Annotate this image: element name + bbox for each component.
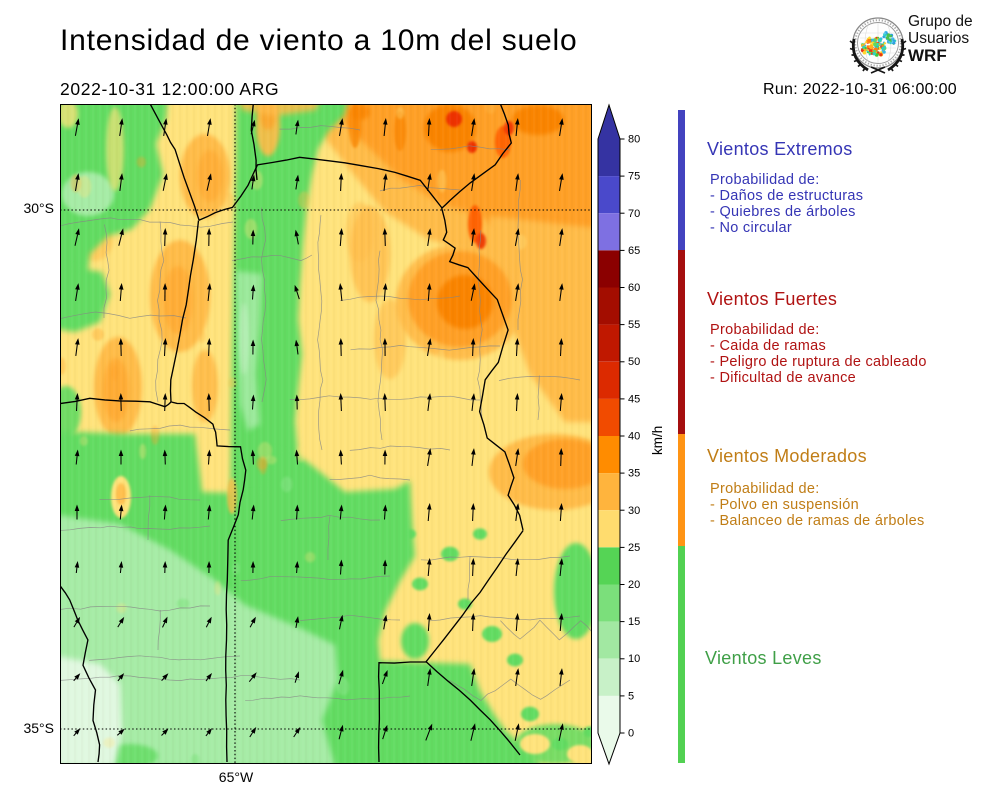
svg-text:80: 80 (628, 134, 640, 146)
svg-text:10: 10 (628, 653, 640, 665)
svg-text:70: 70 (628, 208, 640, 220)
svg-text:60: 60 (628, 282, 640, 294)
svg-text:20: 20 (628, 579, 640, 591)
svg-text:75: 75 (628, 171, 640, 183)
svg-text:25: 25 (628, 542, 640, 554)
svg-text:35: 35 (628, 468, 640, 480)
svg-text:30: 30 (628, 505, 640, 517)
svg-text:45: 45 (628, 393, 640, 405)
svg-text:5: 5 (628, 690, 634, 702)
svg-text:15: 15 (628, 616, 640, 628)
svg-text:50: 50 (628, 356, 640, 368)
svg-text:65: 65 (628, 245, 640, 257)
svg-text:0: 0 (628, 728, 634, 740)
svg-text:55: 55 (628, 319, 640, 331)
svg-text:40: 40 (628, 431, 640, 443)
